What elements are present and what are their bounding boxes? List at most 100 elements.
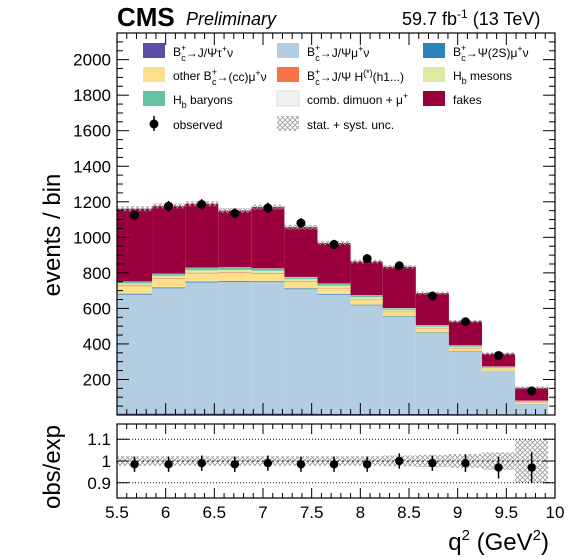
legend-swatch — [277, 67, 299, 82]
bar-series4-bin4 — [251, 273, 285, 274]
bar-series5-bin8 — [382, 309, 416, 312]
ratio-xtick-label-4: 7.5 — [300, 503, 324, 522]
main-ytick-label-7: 1600 — [73, 122, 111, 141]
main-ytick-label-8: 1800 — [73, 86, 111, 105]
legend-entry-6: Hb baryons — [143, 91, 233, 110]
bar-series3-bin7 — [350, 299, 383, 305]
ratio-xtick-label-2: 6.5 — [203, 503, 227, 522]
legend-label-1: B+ c→J/Ψμ+ν — [307, 43, 369, 63]
bar-series1-bin1 — [152, 288, 186, 414]
ratio-xtick-label-1: 6 — [161, 503, 170, 522]
bar-series1-bin8 — [382, 317, 416, 414]
bar-series4-bin6 — [317, 287, 351, 289]
ratio-point-12 — [527, 463, 536, 472]
main-ytick-label-0: 200 — [83, 370, 111, 389]
legend-entry-4: B+ c→J/Ψ H(*)(h1...) — [277, 67, 404, 87]
main-plot-panel: 200 400 600 800 1000 1200 1400 1600 1800 2000 — [73, 32, 556, 416]
bar-series1-bin12 — [515, 404, 549, 415]
bar-series8-bin2 — [185, 203, 219, 268]
bar-series6-bin1 — [152, 274, 186, 276]
bar-series3-bin10 — [448, 348, 482, 352]
bar-series1-bin3 — [218, 281, 252, 414]
main-frame — [116, 32, 556, 416]
bar-series4-bin2 — [185, 272, 219, 274]
status-label: Preliminary — [186, 9, 277, 29]
bar-series6-bin8 — [382, 308, 416, 310]
bar-series1-bin10 — [448, 351, 482, 415]
legend-swatch — [423, 43, 445, 58]
ratio-xtick-label-5: 8 — [356, 503, 365, 522]
bar-series8-bin1 — [152, 205, 186, 274]
bar-series5-bin7 — [350, 297, 383, 300]
ratio-point-9 — [428, 458, 437, 468]
legend-label-6: Hb baryons — [173, 93, 233, 110]
bar-series4-bin1 — [152, 278, 186, 279]
bar-series2-bin9 — [415, 332, 449, 334]
observed-point-8 — [394, 261, 404, 271]
observed-point-6 — [329, 239, 339, 249]
ratio-point-4 — [263, 458, 273, 468]
legend-label-2: B+ c→Ψ(2S)μ+ν — [453, 43, 529, 63]
bar-series6-bin10 — [448, 345, 482, 347]
bar-series6-bin6 — [317, 283, 351, 286]
bar-series6-bin4 — [251, 268, 285, 271]
bar-series8-bin3 — [218, 210, 252, 268]
observed-point-9 — [427, 291, 437, 301]
observed-point-11 — [494, 350, 504, 360]
bar-series3-bin12 — [515, 402, 549, 405]
main-ytick-label-2: 600 — [83, 299, 111, 318]
observed-point-0 — [130, 210, 140, 220]
bar-series8-bin11 — [482, 353, 516, 367]
bar-series3-bin5 — [284, 281, 318, 289]
bar-series2-bin2 — [185, 281, 219, 283]
bar-series1-bin6 — [317, 294, 351, 414]
observed-point-12 — [527, 386, 537, 396]
bar-series1-bin5 — [284, 289, 318, 414]
bar-series3-bin1 — [152, 278, 186, 288]
main-ytick-label-9: 2000 — [73, 51, 111, 70]
ratio-point-1 — [164, 460, 173, 469]
bar-series6-bin11 — [482, 366, 516, 368]
legend-entry-7: comb. dimuon + μ+ — [276, 90, 408, 107]
legend-entry-1: B+ c→J/Ψμ+ν — [277, 43, 369, 63]
observed-point-5 — [296, 218, 306, 228]
ratio-point-10 — [461, 458, 470, 468]
bar-series4-bin3 — [218, 272, 252, 274]
bar-series4-bin5 — [284, 281, 318, 282]
bar-series2-bin1 — [152, 287, 186, 289]
main-y-axis-title: events / bin — [39, 174, 66, 297]
legend-label-5: Hb mesons — [453, 69, 512, 86]
legend-swatch — [143, 91, 165, 106]
bar-series5-bin11 — [482, 367, 516, 369]
bar-series2-bin0 — [117, 293, 153, 295]
observed-point-3 — [230, 208, 240, 218]
bar-series0-bin2 — [185, 413, 219, 415]
ratio-point-6 — [329, 460, 339, 469]
bar-series8-bin7 — [350, 261, 383, 296]
bar-series0-bin5 — [284, 413, 318, 415]
bar-series2-bin5 — [284, 288, 318, 290]
main-ytick-label-3: 800 — [83, 264, 111, 283]
bar-series6-bin7 — [350, 295, 383, 298]
bar-series8-bin5 — [284, 227, 318, 277]
bar-series1-bin0 — [117, 294, 153, 414]
bar-series8-bin8 — [382, 266, 416, 309]
ratio-xtick-label-7: 9 — [453, 503, 462, 522]
ratio-xtick-label-8: 9.5 — [495, 503, 519, 522]
legend-swatch — [276, 90, 300, 107]
observed-point-4 — [263, 203, 273, 213]
ratio-ytick-label-1: 1 — [102, 452, 111, 471]
bar-series0-bin4 — [251, 413, 285, 415]
bar-series5-bin1 — [152, 275, 186, 279]
bar-series1-bin4 — [251, 282, 285, 414]
legend-label-0: B+ c→J/Ψτ+ν — [173, 43, 233, 63]
ratio-ytick-label-0: 0.9 — [87, 474, 111, 493]
ratio-point-7 — [362, 460, 372, 469]
bar-series8-bin6 — [317, 243, 351, 284]
bar-series1-bin9 — [415, 333, 449, 414]
bar-series2-bin8 — [382, 316, 416, 318]
bar-series5-bin0 — [117, 283, 153, 286]
bar-series5-bin4 — [251, 270, 285, 274]
legend-hatch — [277, 116, 299, 131]
bar-series4-bin7 — [350, 299, 383, 300]
